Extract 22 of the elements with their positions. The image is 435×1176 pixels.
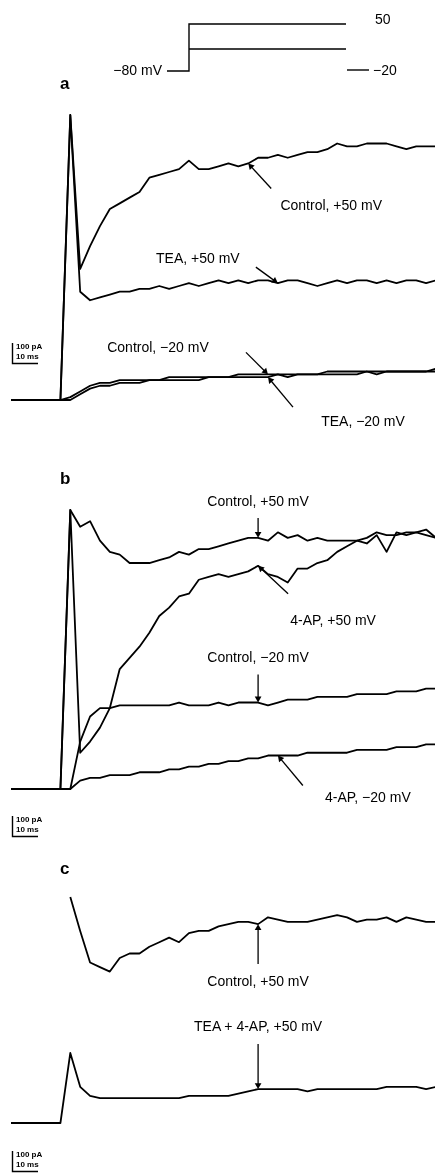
text: TEA, −20 mV	[321, 413, 406, 430]
text: 50	[375, 11, 391, 27]
chart-title: a	[60, 74, 71, 93]
chart-title: c	[60, 859, 70, 878]
text: Control, +50 mV	[207, 492, 310, 509]
text: 100 pA	[16, 1150, 43, 1159]
series-label: Control, −20 mV	[107, 339, 210, 356]
text: −80 mV	[113, 62, 162, 78]
text: −20	[373, 62, 397, 78]
text: Control, +50 mV	[207, 973, 310, 990]
text: Control, +50 mV	[280, 197, 383, 214]
text: 4-AP, +50 mV	[290, 611, 377, 628]
text: 10 ms	[16, 825, 39, 834]
text: Control, −20 mV	[207, 648, 310, 665]
annotation: 10 ms	[16, 352, 39, 361]
chart-title: b	[60, 469, 71, 488]
annotation: 100 pA	[16, 342, 43, 351]
text: 10 ms	[16, 1160, 39, 1169]
text: 4-AP, −20 mV	[324, 788, 412, 805]
text: TEA + 4-AP, +50 mV	[194, 1018, 323, 1035]
text: 100 pA	[16, 815, 43, 824]
series-label: TEA, +50 mV	[156, 250, 241, 267]
